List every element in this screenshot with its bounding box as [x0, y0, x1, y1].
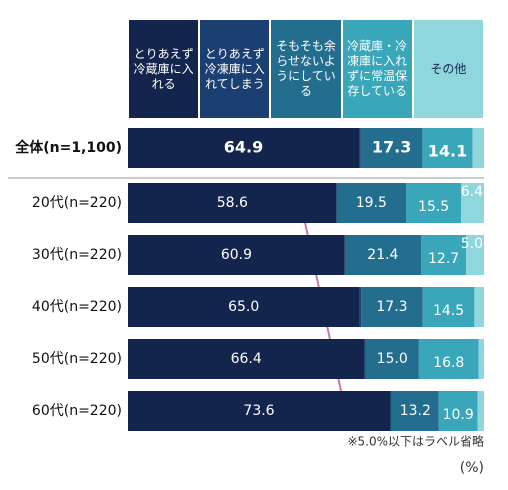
bar-segment	[359, 128, 361, 168]
bar-segment	[478, 339, 484, 379]
legend-entry: とりあえず冷凍庫に入れてしまう	[200, 20, 270, 118]
bar-segment	[359, 287, 362, 327]
value-label: 19.5	[356, 195, 387, 211]
bar-segment	[422, 128, 473, 168]
bar-segment	[474, 287, 484, 327]
value-label: 64.9	[224, 138, 263, 157]
bar-segment	[418, 339, 479, 379]
note: ※5.0%以下はラベル省略	[347, 434, 484, 449]
bar-segment	[466, 235, 484, 275]
value-label: 58.6	[217, 195, 248, 211]
bar-segment	[128, 287, 360, 327]
y-tick-label: 60代(n=220)	[32, 403, 122, 419]
value-label: 13.2	[400, 403, 431, 419]
bar-segment	[128, 128, 360, 168]
value-label: 17.3	[372, 138, 411, 157]
value-label: 14.5	[433, 303, 464, 319]
value-label: 12.7	[428, 251, 459, 267]
value-label: 65.0	[228, 299, 259, 315]
bar-segment	[461, 183, 484, 223]
y-tick-label: 50代(n=220)	[32, 351, 122, 367]
bar-segment	[128, 391, 391, 431]
value-label: 16.8	[433, 355, 464, 371]
bar-segment	[422, 287, 475, 327]
y-tick-label: 40代(n=220)	[32, 299, 122, 315]
value-label: 15.0	[377, 351, 408, 367]
bar-segment	[364, 339, 366, 379]
bar-segment	[390, 391, 392, 431]
value-label: 6.4	[461, 184, 483, 200]
bar-segment	[438, 391, 478, 431]
value-label: 10.9	[443, 407, 474, 423]
value-label: 60.9	[221, 247, 252, 263]
bar-segment	[344, 235, 421, 275]
y-tick-label: 30代(n=220)	[32, 247, 122, 263]
value-label: 66.4	[231, 351, 262, 367]
bar-segment	[336, 183, 407, 223]
bar-segment	[360, 128, 423, 168]
legend-entry: そもそも余らせないようにしている	[271, 20, 341, 118]
legend-entry: とりあえず冷蔵庫に入れる	[129, 20, 199, 118]
bar-segment	[128, 183, 337, 223]
y-tick-label: 20代(n=220)	[32, 195, 122, 211]
bar-segment	[391, 391, 439, 431]
bar-segment	[361, 287, 423, 327]
value-label: 5.0	[461, 236, 483, 252]
bar-segment	[420, 235, 467, 275]
legend-entry: 冷蔵庫・冷凍庫に入れずに常温保存している	[342, 20, 412, 118]
value-label: 14.1	[428, 142, 467, 161]
y-tick-label: 全体(n=1,100)	[14, 139, 122, 156]
bar-segment	[128, 235, 345, 275]
value-label: 17.3	[376, 299, 407, 315]
bar-segment	[406, 183, 462, 223]
bar-segment	[365, 339, 419, 379]
value-label: 15.5	[418, 199, 449, 215]
legend-entry: その他	[413, 20, 483, 118]
bar-segment	[472, 128, 484, 168]
unit: (%)	[460, 460, 484, 476]
bar-segment	[477, 391, 484, 431]
value-label: 73.6	[243, 403, 274, 419]
bar-segment	[128, 339, 365, 379]
value-label: 21.4	[367, 247, 398, 263]
